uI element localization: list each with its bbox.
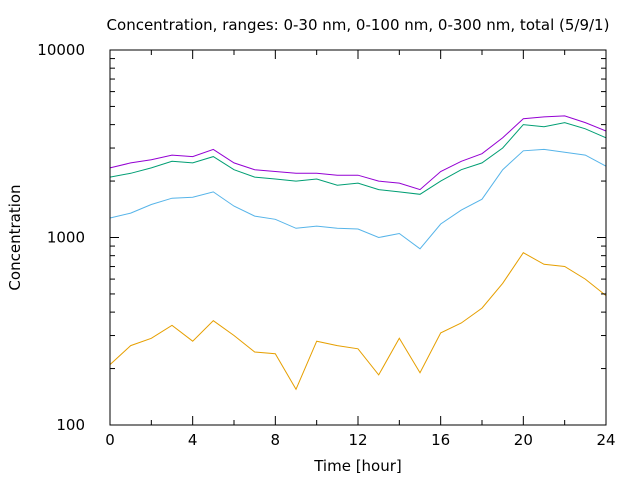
series-line-1 — [109, 148, 607, 250]
y-tick-label: 10000 — [37, 41, 85, 59]
y-tick-label: 1000 — [47, 229, 85, 247]
x-axis-label: Time [hour] — [313, 457, 402, 475]
series-line-0 — [109, 252, 607, 391]
x-tick-label: 0 — [105, 431, 115, 449]
x-tick-label: 20 — [514, 431, 533, 449]
x-tick-label: 8 — [271, 431, 281, 449]
x-tick-label: 12 — [348, 431, 367, 449]
y-tick-label: 100 — [56, 416, 85, 434]
axes-layer: 0 4 8 12 16 20 24 100 1000 10000 — [37, 41, 615, 449]
series-line-2 — [109, 122, 607, 195]
series-layer — [109, 115, 607, 391]
y-axis-label: Concentration — [6, 184, 24, 290]
x-tick-label: 16 — [431, 431, 450, 449]
x-tick-label: 24 — [596, 431, 615, 449]
chart-title: Concentration, ranges: 0-30 nm, 0-100 nm… — [107, 16, 610, 34]
plot-frame — [109, 49, 607, 426]
series-line-3 — [109, 115, 607, 191]
x-tick-label: 4 — [188, 431, 198, 449]
